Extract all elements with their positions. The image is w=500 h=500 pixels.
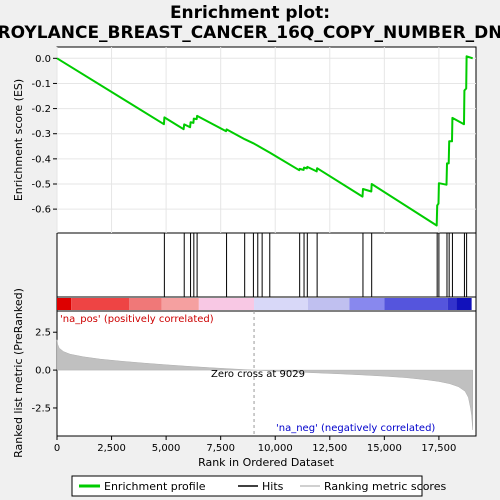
heat-band-1	[71, 298, 130, 310]
x-tick-label-4: 10,000	[258, 443, 293, 454]
axis-ticks: 0 2,500 5,000 7,500 10,000 12,500 15,000 17,500…	[31, 54, 456, 454]
es-curve	[56, 55, 474, 227]
es-y-tick-label-3: -0.3	[31, 129, 51, 140]
hit-marks	[163, 233, 468, 297]
x-tick-label-2: 5,000	[152, 443, 181, 454]
heatmap-bands	[57, 298, 472, 310]
heat-band-7	[349, 298, 385, 310]
es-y-axis-label: Enrichment score (ES)	[12, 79, 25, 201]
es-y-tick-label-2: -0.2	[31, 104, 51, 115]
es-y-tick-label-6: -0.6	[31, 205, 51, 216]
heat-band-0	[57, 298, 72, 310]
es-y-tick-label-5: -0.5	[31, 179, 51, 190]
es-y-tick-label-1: -0.1	[31, 79, 51, 90]
es-line	[56, 55, 474, 227]
legend-ranking-label: Ranking metric scores	[324, 480, 446, 493]
chart-title-line1: Enrichment plot:	[170, 3, 330, 23]
x-tick-label-5: 12,500	[312, 443, 347, 454]
es-panel	[56, 46, 477, 234]
heat-band-8	[384, 298, 448, 310]
legend-es-label: Enrichment profile	[104, 480, 206, 493]
heat-band-2	[129, 298, 162, 310]
ranking-area	[56, 311, 473, 436]
heat-band-6	[307, 298, 350, 310]
chart-title-line2: ROYLANCE_BREAST_CANCER_16Q_COPY_NUMBER_D…	[0, 23, 500, 43]
heat-band-3	[161, 298, 199, 310]
es-y-tick-label-0: 0.0	[35, 54, 51, 65]
legend-hits-label: Hits	[262, 480, 284, 493]
heat-band-10	[456, 298, 472, 310]
x-axis-label: Rank in Ordered Dataset	[198, 456, 335, 469]
x-tick-label-0: 0	[54, 443, 60, 454]
x-tick-label-3: 7,500	[206, 443, 235, 454]
rank-y-tick-label-1: 0.0	[35, 366, 51, 377]
es-gridlines	[56, 47, 476, 233]
heat-band-4	[198, 298, 255, 310]
x-tick-label-7: 17,500	[421, 443, 456, 454]
zero-cross-label: Zero cross at 9029	[211, 369, 305, 380]
pos-correlated-label: 'na_pos' (positively correlated)	[60, 314, 214, 325]
heat-band-9	[447, 298, 457, 310]
heat-band-5	[254, 298, 308, 310]
es-y-tick-label-4: -0.4	[31, 154, 51, 165]
neg-correlated-label: 'na_neg' (negatively correlated)	[276, 423, 435, 434]
x-tick-label-1: 2,500	[97, 443, 126, 454]
x-tick-label-6: 15,000	[367, 443, 402, 454]
ranking-metric-area	[56, 339, 473, 430]
rank-y-tick-label-2: -2.5	[31, 403, 51, 414]
rank-y-tick-label-0: 2.5	[35, 328, 51, 339]
ranking-y-axis-label: Ranked list metric (PreRanked)	[12, 288, 25, 458]
legend: Enrichment profile Hits Ranking metric s…	[71, 475, 446, 497]
hits-panel	[56, 232, 477, 298]
